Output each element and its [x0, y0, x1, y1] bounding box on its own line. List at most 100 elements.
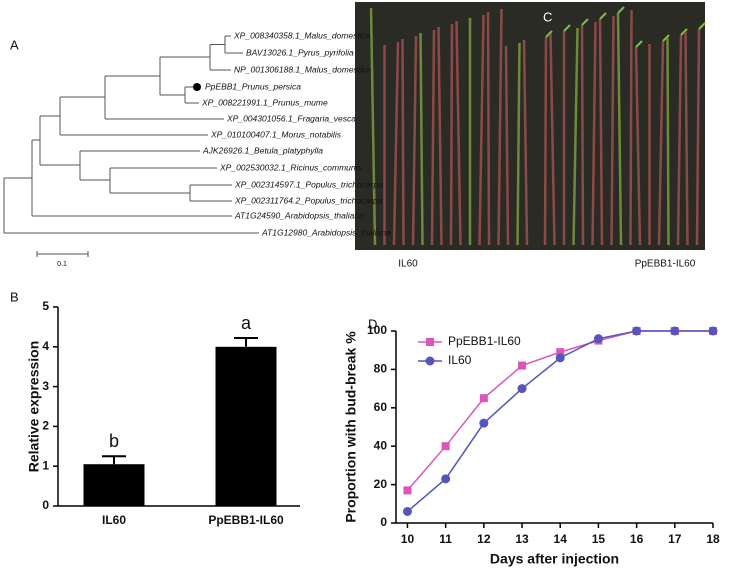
point: [555, 353, 565, 363]
point: [402, 506, 412, 516]
y-tick-label: 4: [42, 339, 49, 353]
y-tick-label: 60: [374, 400, 388, 414]
y-tick-label: 40: [374, 438, 388, 452]
leaf-label: XP_004301056.1_Fragaria_vesca: [226, 113, 356, 123]
y-tick-label: 5: [42, 299, 49, 313]
point: [441, 442, 450, 451]
twig: [430, 29, 436, 246]
panel-label: A: [10, 37, 19, 52]
twig: [666, 37, 670, 246]
y-tick-label: 80: [374, 362, 388, 376]
leaf-sprout: [545, 30, 553, 38]
twig: [610, 15, 615, 246]
twig: [497, 8, 503, 246]
twig: [455, 20, 462, 246]
x-tick-label: 18: [706, 532, 720, 546]
leaf-label: XP_010100407.1_Morus_notabilis: [210, 129, 342, 139]
x-tick-label: 12: [477, 532, 491, 546]
twig: [634, 46, 642, 246]
twig: [549, 33, 556, 246]
point: [403, 486, 412, 495]
point: [517, 384, 527, 394]
twig: [478, 14, 485, 246]
leaf-sprout: [581, 18, 589, 26]
y-tick-label: 1: [42, 458, 49, 472]
twig: [616, 12, 623, 246]
twig: [411, 35, 418, 246]
twig: [629, 9, 633, 246]
y-tick-label: 2: [42, 419, 49, 433]
x-tick-label: 15: [592, 532, 606, 546]
photo-background: [355, 2, 705, 250]
leaf-sprout: [698, 22, 706, 30]
point: [441, 474, 451, 484]
twig: [580, 24, 585, 246]
tree-branches: [3, 35, 259, 234]
leaf-label: AT1G24590_Arabidopsis_thaliana: [234, 210, 364, 220]
x-tick-label: 17: [668, 532, 682, 546]
legend-marker: [426, 338, 434, 346]
leaf-sprout: [563, 24, 571, 32]
leaf-label: NP_001306188.1_Malus_domestica: [234, 64, 371, 74]
leaf-label: AJK26926.1_Betula_platyphylla: [202, 145, 323, 155]
error-bar: [102, 455, 126, 465]
y-tick-label: 3: [42, 379, 49, 393]
twig: [572, 27, 579, 246]
x-tick-label: 10: [401, 532, 415, 546]
y-axis-label: Relative expression: [26, 341, 42, 473]
scale-label: 0.1: [57, 261, 67, 268]
x-tick-label: 16: [630, 532, 644, 546]
leaf-label: XP_002311764.2_Populus_trichocarpa: [234, 195, 383, 205]
highlight-dot: [193, 83, 201, 91]
twig: [684, 31, 689, 246]
bar: [215, 346, 277, 506]
twig: [591, 21, 597, 246]
leaf-label: BAV13026.1_Pyrus_pyrifolia: [246, 47, 354, 57]
twig: [504, 45, 510, 246]
x-tick-label: PpEBB1-IL60: [208, 513, 284, 527]
twig: [657, 40, 665, 246]
leaf-sprout: [599, 12, 607, 20]
x-tick-label: 13: [515, 532, 529, 546]
leaf-label: XP_002314597.1_Populus_trichocarpa: [234, 179, 383, 189]
leaf-label: XP_008221991.1_Prunus_mume: [201, 97, 328, 107]
panel-label: C: [543, 9, 552, 24]
bar: [83, 464, 145, 506]
twig: [437, 26, 443, 246]
leaf-label: PpEBB1_Prunus_persica: [205, 81, 301, 91]
twig: [401, 38, 405, 246]
photo: C IL60 PpEBB1-IL60: [355, 2, 706, 270]
leaf-label: XP_008340358.1_Malus_domestica: [233, 30, 371, 40]
y-axis-label: Proportion with bud-break %: [343, 331, 359, 523]
point: [518, 361, 527, 370]
point: [632, 326, 642, 336]
twig: [449, 23, 454, 246]
point: [479, 394, 488, 403]
point: [708, 326, 718, 336]
x-tick-label: 14: [554, 532, 568, 546]
photo-label: IL60: [398, 259, 418, 270]
twig: [676, 34, 683, 246]
point: [593, 334, 603, 344]
tree: 0.1 A: [3, 35, 259, 268]
twig: [695, 28, 701, 246]
panel-label: B: [10, 289, 19, 304]
y-tick-label: 0: [380, 515, 387, 529]
leaf-label: XP_002530032.1_Ricinus_communis: [219, 162, 363, 172]
point: [670, 326, 680, 336]
y-tick-label: 100: [367, 323, 387, 337]
annotation: b: [109, 431, 119, 451]
point: [479, 418, 489, 428]
twig: [522, 39, 529, 246]
error-bar: [234, 337, 258, 347]
annotation: a: [241, 313, 252, 333]
leaf-sprout: [662, 34, 670, 42]
twig: [598, 18, 604, 246]
legend-marker: [425, 356, 435, 366]
leaf-sprout: [617, 6, 625, 14]
leaf-sprout: [680, 28, 688, 36]
leaf-label: AT1G12980_Arabidopsis_thaliana: [261, 227, 391, 237]
leaf-sprout: [635, 40, 643, 48]
